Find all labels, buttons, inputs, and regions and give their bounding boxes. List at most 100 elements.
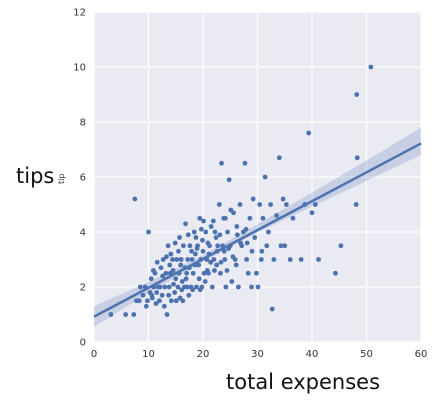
scatter-point [180, 243, 186, 249]
scatter-point [214, 262, 220, 268]
scatter-point [185, 232, 191, 238]
scatter-point [217, 232, 223, 238]
scatter-point [183, 221, 188, 227]
scatter-point [226, 177, 232, 183]
scatter-point [262, 174, 268, 180]
scatter-point [245, 270, 251, 276]
scatter-point [234, 232, 240, 238]
scatter-point [264, 243, 270, 249]
scatter-point [274, 213, 279, 218]
scatter-point [255, 284, 261, 290]
scatter-point [137, 284, 143, 290]
scatter-point [222, 215, 228, 221]
scatter-point [166, 284, 172, 290]
scatter-point [338, 243, 344, 249]
scatter-point [194, 246, 200, 251]
y-tick-labels: 0 2 4 6 8 10 12 [73, 8, 86, 349]
y-tick-label: 6 [80, 173, 86, 184]
scatter-point [175, 284, 181, 290]
scatter-point [143, 303, 149, 309]
scatter-point [280, 196, 286, 202]
scatter-point [180, 298, 186, 304]
scatter-point [168, 298, 174, 304]
scatter-point [249, 284, 254, 290]
scatter-point [154, 259, 160, 265]
scatter-point [172, 240, 178, 246]
scatter-point [154, 290, 160, 295]
scatter-point [190, 270, 196, 276]
y-axis-small-label: tip [57, 173, 66, 184]
scatter-point [228, 207, 234, 213]
scatter-point [157, 298, 162, 304]
y-tick-label: 2 [80, 283, 86, 294]
y-axis-label: tips [16, 164, 55, 188]
scatter-point [249, 248, 255, 254]
scatter-point [312, 202, 318, 207]
scatter-point [157, 284, 163, 290]
scatter-point [333, 270, 338, 276]
scatter-point [176, 248, 181, 254]
scatter-point [200, 248, 206, 254]
scatter-point [208, 224, 214, 229]
scatter-point [216, 202, 222, 207]
scatter-point [354, 155, 360, 161]
scatter-point [229, 279, 235, 284]
scatter-point [165, 243, 171, 249]
scatter-point [184, 284, 190, 290]
scatter-point [354, 92, 360, 97]
scatter-point [159, 292, 165, 298]
scatter-point [276, 155, 282, 161]
x-tick-label: 20 [197, 349, 210, 360]
scatter-point [160, 257, 166, 262]
scatter-point [177, 235, 182, 240]
scatter-point [166, 292, 172, 298]
scatter-point [244, 240, 250, 246]
scatter-point [244, 257, 250, 262]
scatter-point [223, 284, 229, 290]
scatter-point [257, 202, 263, 207]
scatter-point [192, 251, 198, 257]
scatter-point [168, 251, 174, 257]
scatter-point [160, 273, 166, 279]
scatter-point [196, 262, 202, 268]
scatter-point [146, 229, 151, 235]
scatter-point [259, 248, 265, 254]
scatter-point [164, 312, 170, 317]
scatter-point [215, 243, 221, 249]
scatter-point [145, 298, 150, 304]
scatter-point [205, 240, 211, 246]
scatter-point [306, 130, 312, 136]
scatter-point [153, 301, 159, 306]
scatter-point [278, 243, 284, 249]
scatter-point [186, 292, 192, 298]
scatter-point [212, 268, 217, 273]
y-tick-label: 10 [73, 63, 86, 74]
scatter-point [197, 215, 203, 221]
scatter-point [200, 237, 205, 243]
scatter-point [298, 257, 304, 262]
scatter-point [183, 276, 189, 282]
scatter-point [254, 270, 259, 276]
scatter-point [178, 257, 184, 262]
scatter-point [148, 276, 154, 282]
scatter-point [149, 292, 155, 298]
scatter-point [224, 268, 230, 273]
scatter-point [201, 218, 206, 224]
x-tick-label: 40 [306, 349, 319, 360]
x-tick-label: 10 [142, 349, 155, 360]
scatter-point [212, 229, 218, 235]
scatter-point [134, 298, 139, 304]
y-tick-label: 12 [73, 8, 86, 19]
scatter-point [222, 257, 228, 262]
scatter-point [219, 160, 224, 166]
scatter-point [290, 215, 296, 221]
scatter-point [238, 240, 244, 246]
x-axis-label: total expenses [226, 370, 381, 394]
scatter-point [287, 257, 293, 262]
scatter-point [233, 262, 239, 268]
scatter-point [179, 287, 185, 293]
scatter-point [172, 290, 178, 295]
y-tick-label: 4 [80, 228, 86, 239]
scatter-point [187, 243, 193, 249]
